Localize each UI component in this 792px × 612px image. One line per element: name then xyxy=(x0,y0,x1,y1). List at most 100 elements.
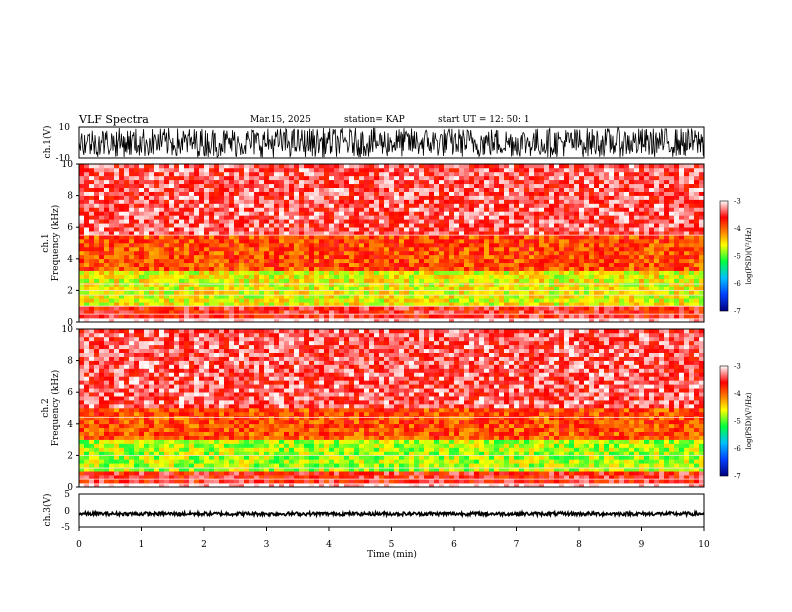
spectrogram-ch1-cell xyxy=(369,175,375,181)
spectrogram-ch1-cell xyxy=(84,223,90,228)
spectrogram-ch1-cell xyxy=(404,171,410,177)
spectrogram-ch1-cell xyxy=(369,282,375,287)
spectrogram-ch1-cell xyxy=(224,254,230,260)
spectrogram-ch1-cell xyxy=(229,310,235,315)
spectrogram-ch1-cell xyxy=(514,227,520,232)
spectrogram-ch1-cell xyxy=(314,302,320,307)
spectrogram-ch1-cell xyxy=(404,187,410,192)
spectrogram-ch1-cell xyxy=(609,306,615,311)
spectrogram-ch1-cell xyxy=(499,231,505,236)
spectrogram-ch1-cell xyxy=(464,195,470,200)
spectrogram-ch1-cell xyxy=(489,243,495,248)
spectrogram-ch1-cell xyxy=(694,318,700,323)
spectrogram-ch1-cell xyxy=(264,274,270,279)
spectrogram-ch1-cell xyxy=(319,175,325,181)
spectrogram-ch1-cell xyxy=(674,270,680,275)
spectrogram-ch1-cell xyxy=(424,294,430,299)
spectrogram-ch1-cell xyxy=(99,239,105,244)
spectrogram-ch1-cell xyxy=(159,310,165,315)
spectrogram-ch1-cell xyxy=(399,191,405,196)
spectrogram-ch1-cell xyxy=(529,164,535,169)
spectrogram-ch1-cell xyxy=(519,231,525,236)
spectrogram-ch1-cell xyxy=(634,203,640,208)
spectrogram-ch1-cell xyxy=(484,215,490,220)
spectrogram-ch1-cell xyxy=(114,235,120,240)
spectrogram-ch1-cell xyxy=(94,235,100,240)
spectrogram-ch1-cell xyxy=(449,231,455,236)
spectrogram-ch1-cell xyxy=(579,215,585,220)
spectrogram-ch1-cell xyxy=(104,191,110,196)
spectrogram-ch1-cell xyxy=(394,223,400,228)
spectrogram-ch1-cell xyxy=(249,314,255,319)
spectrogram-ch1-cell xyxy=(474,215,480,220)
spectrogram-ch1-cell xyxy=(654,286,660,291)
spectrogram-ch1-cell xyxy=(454,266,460,271)
spectrogram-ch1-cell xyxy=(139,274,145,279)
spectrogram-ch1-cell xyxy=(554,211,560,216)
spectrogram-ch1-cell xyxy=(139,246,145,252)
spectrogram-ch1-cell xyxy=(309,223,315,228)
spectrogram-ch1-cell xyxy=(289,310,295,315)
spectrogram-ch1-cell xyxy=(314,231,320,236)
spectrogram-ch1-cell xyxy=(169,243,175,248)
spectrogram-ch1-cell xyxy=(209,266,215,271)
spectrogram-ch1-cell xyxy=(154,258,160,264)
spectrogram-ch1-cell xyxy=(459,246,465,252)
spectrogram-ch1-cell xyxy=(344,286,350,291)
spectrogram-ch1-cell xyxy=(484,258,490,264)
spectrogram-ch1-cell xyxy=(189,183,195,188)
spectrogram-ch1-cell xyxy=(664,223,670,228)
spectrogram-ch1-cell xyxy=(219,270,225,275)
spectrogram-ch1-cell xyxy=(209,314,215,319)
spectrogram-ch1-cell xyxy=(694,239,700,244)
spectrogram-ch1-cell xyxy=(689,286,695,291)
spectrogram-ch1-cell xyxy=(639,258,645,264)
spectrogram-ch1-cell xyxy=(429,199,435,204)
spectrogram-ch1-cell xyxy=(604,314,610,319)
spectrogram-ch1-cell xyxy=(519,266,525,271)
spectrogram-ch1-cell xyxy=(479,314,485,319)
spectrogram-ch1-cell xyxy=(509,231,515,236)
spectrogram-ch1-cell xyxy=(644,203,650,208)
spectrogram-ch1-cell xyxy=(259,286,265,291)
spectrogram-ch1-cell xyxy=(369,270,375,275)
spectrogram-ch1-cell xyxy=(384,191,390,196)
spectrogram-ch1-cell xyxy=(354,286,360,291)
spectrogram-ch1-cell xyxy=(609,199,615,204)
spectrogram-ch1-cell xyxy=(209,235,215,240)
spectrogram-ch1-cell xyxy=(139,278,145,283)
spectrogram-ch1-cell xyxy=(499,298,505,303)
spectrogram-ch1-cell xyxy=(604,298,610,303)
spectrogram-ch1-cell xyxy=(529,215,535,220)
spectrogram-ch1-cell xyxy=(464,294,470,299)
spectrogram-ch1-cell xyxy=(549,183,555,188)
spectrogram-ch1-cell xyxy=(274,294,280,299)
spectrogram-ch1-cell xyxy=(289,290,295,295)
spectrogram-ch1-cell xyxy=(644,179,650,185)
spectrogram-ch1-cell xyxy=(179,195,185,200)
spectrogram-ch1-cell xyxy=(564,215,570,220)
spectrogram-ch1-cell xyxy=(654,254,660,260)
spectrogram-ch1-cell xyxy=(399,243,405,248)
spectrogram-ch1-cell xyxy=(614,191,620,196)
spectrogram-ch1-cell xyxy=(344,310,350,315)
spectrogram-ch1-cell xyxy=(224,278,230,283)
spectrogram-ch1-cell xyxy=(354,243,360,248)
spectrogram-ch1-cell xyxy=(309,187,315,192)
spectrogram-ch1-cell xyxy=(639,187,645,192)
spectrogram-ch1-cell xyxy=(639,270,645,275)
spectrogram-ch1-cell xyxy=(689,223,695,228)
spectrogram-ch1-cell xyxy=(129,262,135,267)
spectrogram-ch1-cell xyxy=(224,171,230,177)
spectrogram-ch1-cell xyxy=(489,215,495,220)
spectrogram-ch1-cell xyxy=(144,211,150,216)
spectrogram-ch1-cell xyxy=(549,282,555,287)
spectrogram-ch1-cell xyxy=(404,258,410,264)
spectrogram-ch1-cell xyxy=(489,191,495,196)
spectrogram-ch1-cell xyxy=(669,310,675,315)
spectrogram-ch1-cell xyxy=(364,191,370,196)
spectrogram-ch1-cell xyxy=(499,270,505,275)
spectrogram-ch1-cell xyxy=(254,262,260,267)
spectrogram-ch1-cell xyxy=(179,254,185,260)
spectrogram-ch1-cell xyxy=(654,290,660,295)
